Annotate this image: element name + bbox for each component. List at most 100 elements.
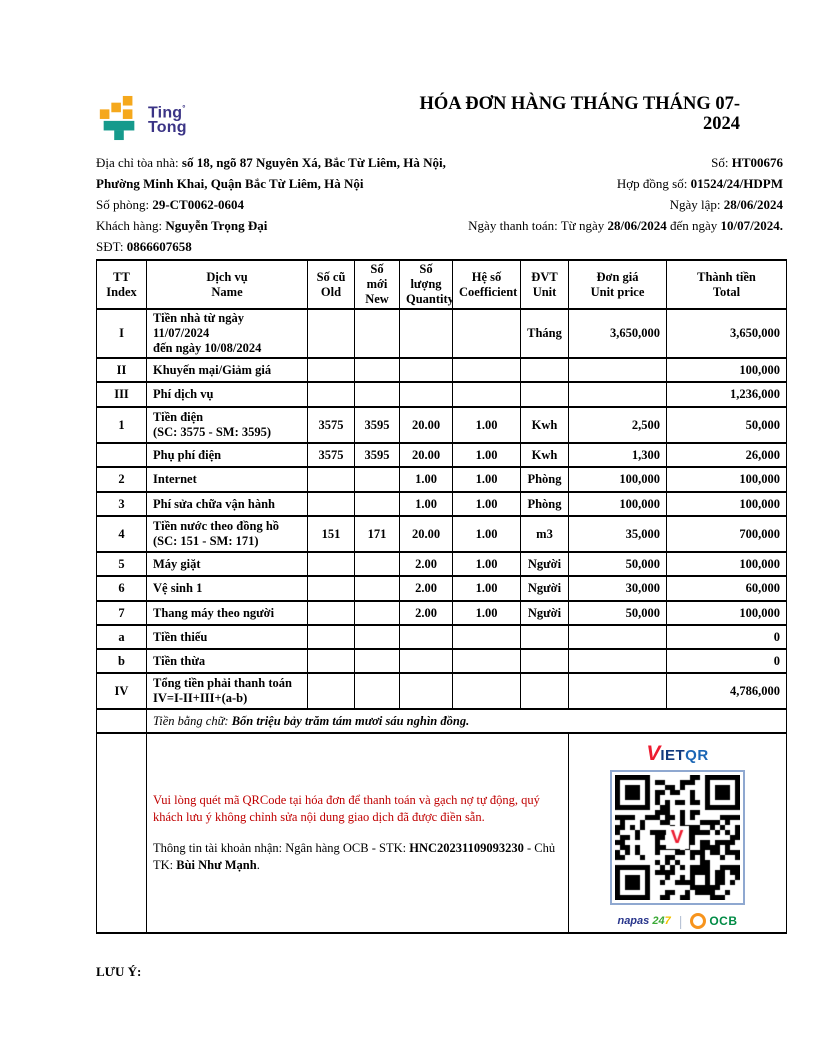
table-row: 5 Máy giặt 2.00 1.00 Người 50,000 100,00… — [96, 551, 787, 577]
customer-name: Khách hàng: Nguyễn Trọng Đại — [96, 218, 268, 233]
cell-quantity — [399, 624, 453, 650]
table-row: II Khuyến mại/Giảm giá 100,000 — [96, 357, 787, 383]
cell-unit-price: 3,650,000 — [568, 308, 667, 359]
cell-new: 3595 — [354, 406, 400, 444]
col-header-index: TT Index — [96, 259, 147, 310]
amount-in-words-value: Bốn triệu bảy trăm tám mươi sáu nghìn đồ… — [231, 713, 470, 728]
qr-code-canvas — [615, 774, 740, 900]
info-line: Khách hàng: Nguyễn Trọng Đại Ngày thanh … — [96, 215, 787, 236]
cell-total: 50,000 — [666, 406, 787, 444]
cell-unit — [520, 648, 569, 674]
table-row: 7 Thang máy theo người 2.00 1.00 Người 5… — [96, 600, 787, 626]
cell-unit-price: 1,300 — [568, 442, 667, 468]
tingtong-logo: Ting° Tong — [96, 94, 187, 142]
cell-unit-price: 50,000 — [568, 551, 667, 577]
cell-new — [354, 600, 400, 626]
cell-unit: m3 — [520, 515, 569, 553]
cell-total: 1,236,000 — [666, 381, 787, 408]
col-header-name: Dịch vụ Name — [146, 259, 308, 310]
cell-coefficient — [452, 624, 521, 650]
cell-coefficient — [452, 308, 521, 359]
col-header-old: Số cũ Old — [307, 259, 355, 310]
cell-unit — [520, 381, 569, 408]
cell-unit-price — [568, 648, 667, 674]
cell-unit-price — [568, 357, 667, 383]
cell-unit: Tháng — [520, 308, 569, 359]
col-header-unit: ĐVT Unit — [520, 259, 569, 310]
col-header-coefficient: Hệ số Coefficient — [452, 259, 521, 310]
cell-quantity — [399, 357, 453, 383]
qr-payment-notice: Vui lòng quét mã QRCode tại hóa đơn để t… — [153, 793, 540, 824]
cell-unit-price: 100,000 — [568, 466, 667, 493]
col-header-quantity: Số lượng Quantity — [399, 259, 453, 310]
cell-old — [307, 600, 355, 626]
cell-quantity: 2.00 — [399, 551, 453, 577]
table-row: 6 Vệ sinh 1 2.00 1.00 Người 30,000 60,00… — [96, 575, 787, 602]
cell-old — [307, 491, 355, 517]
cell-total: 700,000 — [666, 515, 787, 553]
cell-total: 0 — [666, 648, 787, 674]
cell-coefficient: 1.00 — [452, 515, 521, 553]
cell-name: Tổng tiền phải thanh toán IV=I-II+III+(a… — [146, 672, 308, 710]
cell-coefficient — [452, 357, 521, 383]
cell-index — [96, 442, 147, 468]
cell-name: Internet — [146, 466, 308, 493]
cell-old: 3575 — [307, 442, 355, 468]
phone-number: SĐT: 0866607658 — [96, 239, 192, 254]
col-header-unit-price: Đơn giá Unit price — [568, 259, 667, 310]
cell-coefficient: 1.00 — [452, 491, 521, 517]
cell-quantity: 2.00 — [399, 600, 453, 626]
amount-in-words-cell: Tiền bằng chữ: Bốn triệu bảy trăm tám mư… — [146, 708, 787, 734]
napas-logo: napas 247 — [617, 914, 671, 927]
invoice-content: Ting° Tong HÓA ĐƠN HÀNG THÁNG THÁNG 07- … — [96, 94, 787, 980]
tingtong-logo-icon — [99, 95, 135, 141]
table-row: 4 Tiền nước theo đồng hồ (SC: 151 - SM: … — [96, 515, 787, 553]
cell-unit — [520, 357, 569, 383]
cell-unit: Người — [520, 600, 569, 626]
cell-new — [354, 575, 400, 602]
account-number: HNC20231109093230 — [409, 841, 524, 855]
cell-quantity: 2.00 — [399, 575, 453, 602]
cell-new — [354, 357, 400, 383]
qr-code — [610, 769, 745, 905]
cell-quantity — [399, 672, 453, 710]
invoice-title-line1: HÓA ĐƠN HÀNG THÁNG THÁNG 07- — [419, 94, 740, 114]
cell-name: Tiền điện (SC: 3575 - SM: 3595) — [146, 406, 308, 444]
cell-unit-price: 2,500 — [568, 406, 667, 444]
cell-unit-price: 50,000 — [568, 600, 667, 626]
cell-index: II — [96, 357, 147, 383]
invoice-number: Số: HT00676 — [711, 155, 783, 170]
cell-name: Thang máy theo người — [146, 600, 308, 626]
cell-name: Vệ sinh 1 — [146, 575, 308, 602]
cell-coefficient — [452, 672, 521, 710]
info-line: Số phòng: 29-CT0062-0604 Ngày lập: 28/06… — [96, 194, 787, 215]
cell-new — [354, 381, 400, 408]
ocb-icon — [690, 912, 707, 929]
cell-name: Tiền nước theo đồng hồ (SC: 151 - SM: 17… — [146, 515, 308, 553]
info-line: SĐT: 0866607658 — [96, 236, 787, 257]
registered-mark: ° — [182, 103, 186, 113]
cell-old — [307, 648, 355, 674]
cell-old — [307, 381, 355, 408]
cell-total: 100,000 — [666, 357, 787, 383]
cell-name: Tiền thiếu — [146, 624, 308, 650]
cell-new: 3595 — [354, 442, 400, 468]
cell-coefficient: 1.00 — [452, 442, 521, 468]
cell-new — [354, 624, 400, 650]
cell-unit-price: 35,000 — [568, 515, 667, 553]
cell-new — [354, 308, 400, 359]
cell-new — [354, 491, 400, 517]
footer-note: LƯU Ý: — [96, 964, 142, 979]
vietqr-logo: VIETQR — [646, 741, 709, 765]
cell-unit-price: 100,000 — [568, 491, 667, 517]
cell-name: Máy giặt — [146, 551, 308, 577]
divider: | — [678, 912, 683, 929]
table-row: 3 Phí sửa chữa vận hành 1.00 1.00 Phòng … — [96, 491, 787, 517]
amount-in-words-label: Tiền bằng chữ: — [153, 713, 232, 728]
ocb-logo: OCB — [690, 912, 737, 929]
cell-old — [307, 308, 355, 359]
cell-quantity: 1.00 — [399, 466, 453, 493]
cell-new — [354, 672, 400, 710]
qr-cell: VIETQR napas 247 | OCB — [568, 732, 787, 934]
